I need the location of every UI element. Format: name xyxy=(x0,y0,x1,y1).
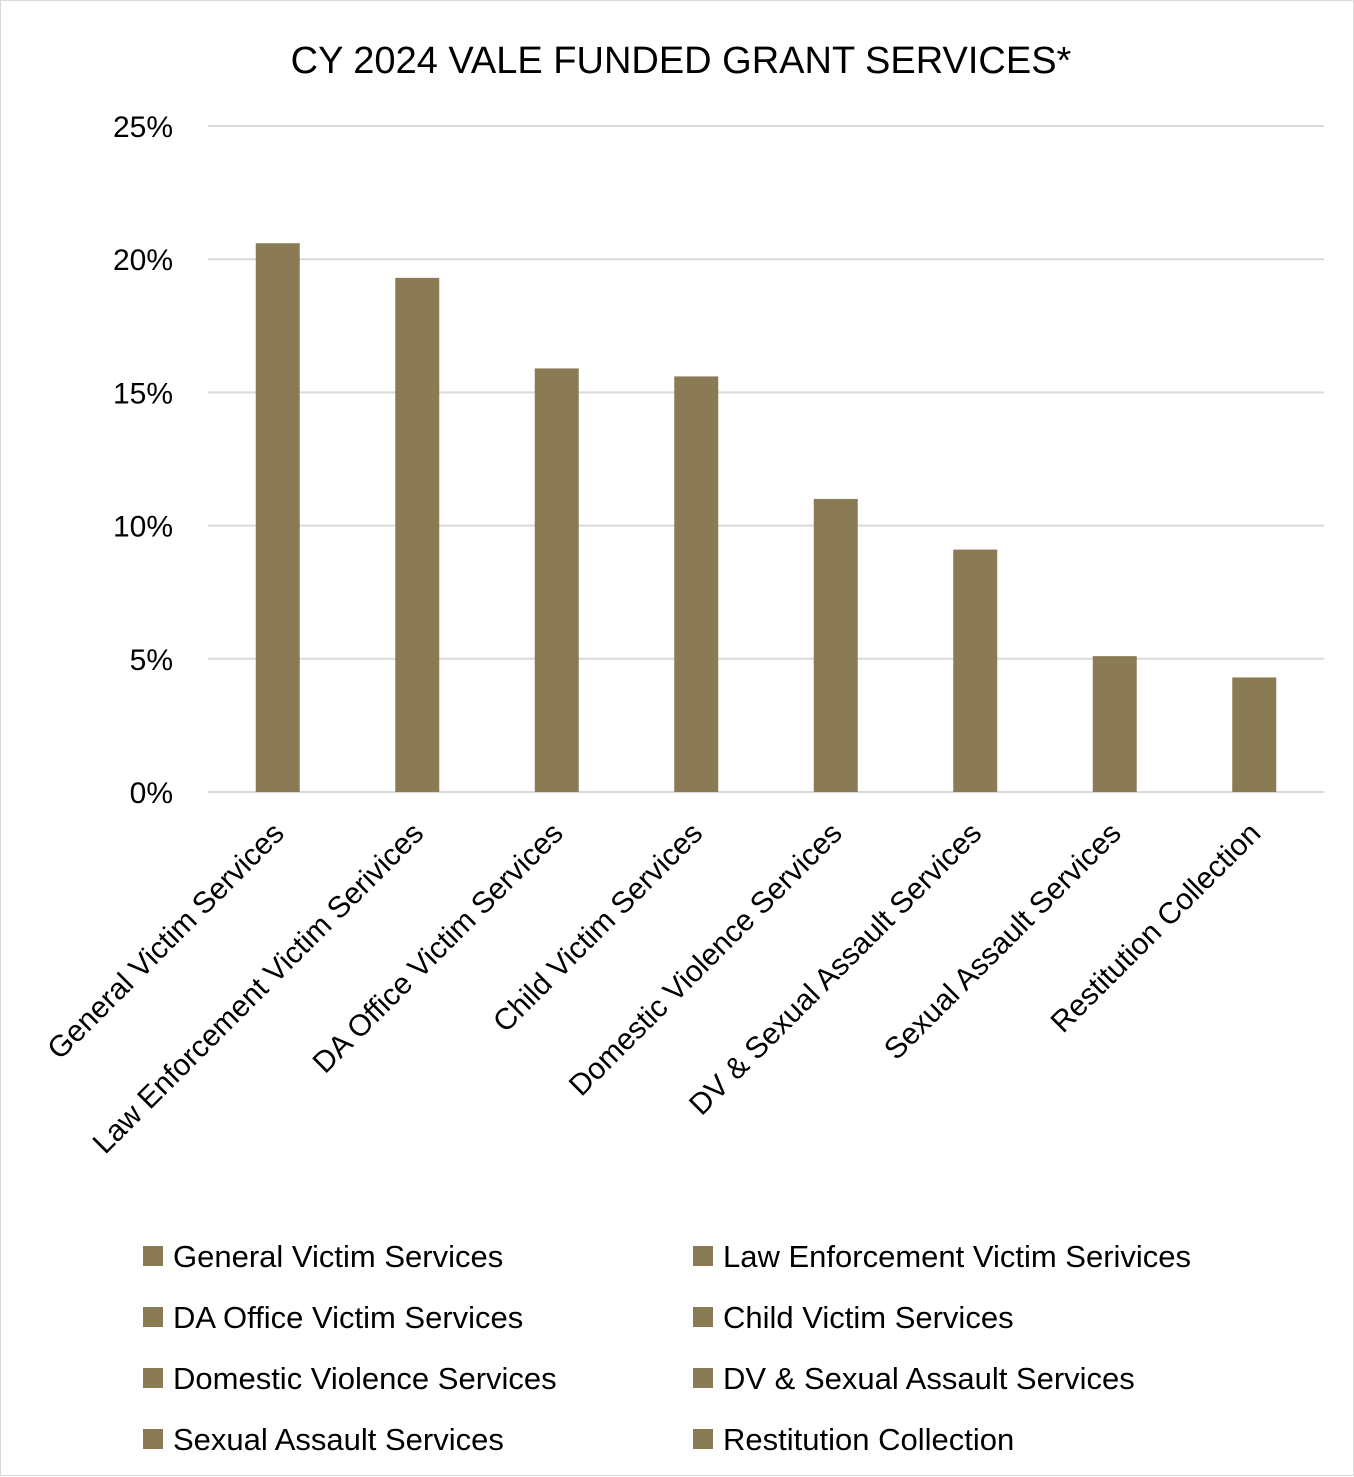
gridlines xyxy=(208,125,1324,793)
bar xyxy=(1232,677,1277,792)
bar xyxy=(1092,656,1137,792)
bar xyxy=(953,549,998,792)
legend-item: General Victim Services xyxy=(143,1239,503,1274)
legend-label: Child Victim Services xyxy=(723,1300,1014,1335)
x-category-label: Sexual Assault Services xyxy=(878,817,1128,1067)
legend-swatch xyxy=(143,1368,163,1388)
legend-swatch xyxy=(143,1307,163,1327)
bar xyxy=(395,277,440,792)
bars xyxy=(255,243,1277,792)
legend-item: DV & Sexual Assault Services xyxy=(693,1361,1135,1396)
x-category-label: DA Office Victim Services xyxy=(307,817,570,1080)
legend-swatch xyxy=(693,1368,713,1388)
y-tick-label: 5% xyxy=(130,644,173,677)
legend-label: Domestic Violence Services xyxy=(173,1361,557,1396)
legend-swatch xyxy=(693,1246,713,1266)
legend-label: General Victim Services xyxy=(173,1239,503,1274)
legend-label: DA Office Victim Services xyxy=(173,1300,523,1335)
bar xyxy=(813,498,858,792)
chart-title: CY 2024 VALE FUNDED GRANT SERVICES* xyxy=(291,40,1072,82)
bar xyxy=(674,376,719,792)
legend-label: Restitution Collection xyxy=(723,1422,1014,1457)
legend-swatch xyxy=(693,1429,713,1449)
y-tick-label: 15% xyxy=(113,377,173,410)
legend-swatch xyxy=(143,1429,163,1449)
y-tick-label: 25% xyxy=(113,111,173,144)
legend-item: Restitution Collection xyxy=(693,1422,1014,1457)
legend-item: DA Office Victim Services xyxy=(143,1300,523,1335)
y-tick-label: 0% xyxy=(130,777,173,810)
y-tick-label: 10% xyxy=(113,511,173,544)
legend-item: Law Enforcement Victim Serivices xyxy=(693,1239,1191,1274)
y-axis-ticks: 0% 5% 10% 15% 20% 25% xyxy=(113,111,173,810)
legend-label: Law Enforcement Victim Serivices xyxy=(723,1239,1191,1274)
x-category-label: DV & Sexual Assault Services xyxy=(683,817,988,1122)
legend-item: Domestic Violence Services xyxy=(143,1361,557,1396)
legend-item: Child Victim Services xyxy=(693,1300,1014,1335)
legend-label: DV & Sexual Assault Services xyxy=(723,1361,1135,1396)
bar xyxy=(534,368,579,792)
legend: General Victim Services Law Enforcement V… xyxy=(143,1239,1191,1457)
bar xyxy=(255,243,300,792)
legend-item: Sexual Assault Services xyxy=(143,1422,504,1457)
legend-swatch xyxy=(693,1307,713,1327)
legend-swatch xyxy=(143,1246,163,1266)
y-tick-label: 20% xyxy=(113,244,173,277)
legend-label: Sexual Assault Services xyxy=(173,1422,504,1457)
x-category-label: General Victim Services xyxy=(41,817,290,1066)
x-category-label: Domestic Violence Services xyxy=(563,817,849,1103)
